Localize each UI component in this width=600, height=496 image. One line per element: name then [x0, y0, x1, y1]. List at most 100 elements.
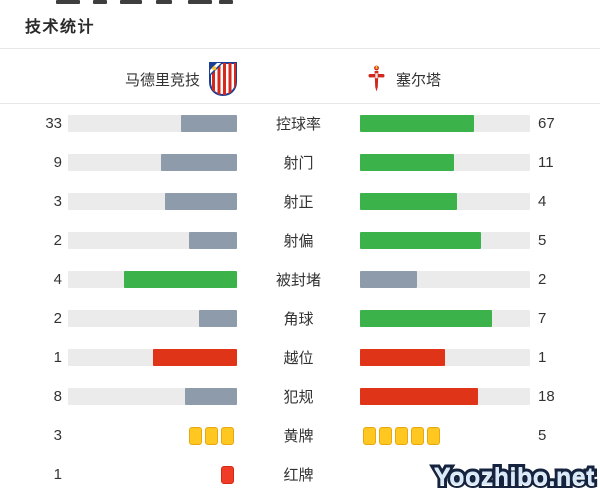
yellow-card-icon	[395, 426, 408, 445]
home-bar-track	[68, 232, 237, 249]
away-value: 18	[538, 388, 555, 405]
away-bar-track	[360, 349, 530, 366]
yellow-card-icon	[411, 426, 424, 445]
stat-label: 被封堵	[275, 272, 321, 289]
yellow-card-icon	[427, 426, 440, 445]
away-bar-track	[360, 193, 530, 210]
celta-vigo-crest-icon	[368, 65, 385, 93]
crop-artifact	[93, 0, 107, 4]
home-bar-track	[68, 154, 237, 171]
stat-label: 红牌	[283, 467, 314, 484]
stat-row: 1 红牌 0	[0, 455, 600, 494]
stat-row: 33 控球率 67	[0, 104, 600, 143]
away-cards	[360, 426, 530, 445]
home-value: 4	[53, 271, 62, 288]
stat-label: 角球	[283, 311, 314, 328]
stats-rows: 33 控球率 67 9 射门 11 3 射正	[0, 104, 600, 494]
stat-label: 犯规	[283, 389, 314, 406]
stat-row: 3 黄牌 5	[0, 416, 600, 455]
crop-artifact	[56, 0, 80, 4]
away-team: 塞尔塔	[368, 55, 441, 103]
home-bar-fill	[160, 154, 237, 171]
home-value: 3	[53, 427, 62, 444]
away-value: 0	[538, 466, 547, 483]
yellow-card-icon	[189, 426, 202, 445]
stat-row: 2 射偏 5	[0, 221, 600, 260]
home-value: 1	[53, 466, 62, 483]
away-bar-track	[360, 115, 530, 132]
home-bar-fill	[181, 115, 237, 132]
home-value: 9	[53, 154, 62, 171]
crop-artifact	[156, 0, 172, 4]
away-value: 67	[538, 115, 555, 132]
away-bar-fill	[360, 349, 445, 366]
home-bar-fill	[152, 349, 237, 366]
away-bar-fill	[360, 388, 478, 405]
team-header: 马德里竞技	[0, 55, 600, 103]
away-value: 7	[538, 310, 547, 327]
home-bar-track	[68, 310, 237, 327]
home-bar-track	[68, 388, 237, 405]
home-bar-fill	[124, 271, 237, 288]
stat-row: 3 射正 4	[0, 182, 600, 221]
away-bar-fill	[360, 115, 474, 132]
away-team-name: 塞尔塔	[396, 71, 442, 89]
stat-row: 9 射门 11	[0, 143, 600, 182]
watermark-text: Yoozhibo.net	[433, 463, 595, 491]
yellow-card-icon	[205, 426, 218, 445]
divider	[0, 48, 600, 49]
atletico-madrid-crest-icon	[208, 62, 238, 96]
away-value: 1	[538, 349, 547, 366]
stat-label: 射偏	[283, 233, 314, 250]
home-bar-track	[68, 465, 237, 484]
home-bar-fill	[164, 193, 237, 210]
crop-artifact	[188, 0, 212, 4]
away-bar-track	[360, 426, 530, 445]
stat-label: 射门	[283, 155, 314, 172]
home-cards	[68, 465, 237, 484]
stat-label: 越位	[283, 350, 314, 367]
home-value: 33	[45, 115, 62, 132]
stat-row: 2 角球 7	[0, 299, 600, 338]
away-bar-track	[360, 154, 530, 171]
home-bar-track	[68, 271, 237, 288]
home-value: 2	[53, 310, 62, 327]
yellow-card-icon	[379, 426, 392, 445]
home-cards	[68, 426, 237, 445]
away-bar-track	[360, 388, 530, 405]
home-bar-track	[68, 349, 237, 366]
away-value: 5	[538, 232, 547, 249]
away-value: 2	[538, 271, 547, 288]
red-card-icon	[221, 465, 234, 484]
home-bar-track	[68, 115, 237, 132]
watermark: Yoozhibo.net Yoozhibo.net	[431, 460, 598, 494]
crop-artifact	[120, 0, 142, 4]
home-team: 马德里竞技	[0, 55, 238, 103]
away-value: 11	[538, 154, 554, 171]
crop-artifact	[219, 0, 233, 4]
stat-row: 4 被封堵 2	[0, 260, 600, 299]
stat-label: 控球率	[275, 116, 321, 133]
home-value: 1	[53, 349, 62, 366]
away-value: 4	[538, 193, 547, 210]
stat-label: 射正	[283, 194, 314, 211]
away-bar-track	[360, 271, 530, 288]
home-value: 8	[53, 388, 62, 405]
page-title: 技术统计	[25, 19, 96, 36]
away-bar-fill	[360, 232, 482, 249]
yellow-card-icon	[363, 426, 376, 445]
away-bar-fill	[360, 310, 493, 327]
divider	[0, 103, 600, 104]
away-bar-track	[360, 310, 530, 327]
watermark-outline: Yoozhibo.net	[431, 460, 598, 494]
away-bar-fill	[360, 154, 454, 171]
away-value: 5	[538, 427, 547, 444]
home-bar-track	[68, 193, 237, 210]
stat-row: 1 越位 1	[0, 338, 600, 377]
home-bar-fill	[199, 310, 237, 327]
home-value: 2	[53, 232, 62, 249]
away-bar-track	[360, 232, 530, 249]
home-team-name: 马德里竞技	[124, 71, 200, 89]
home-bar-fill	[185, 388, 237, 405]
